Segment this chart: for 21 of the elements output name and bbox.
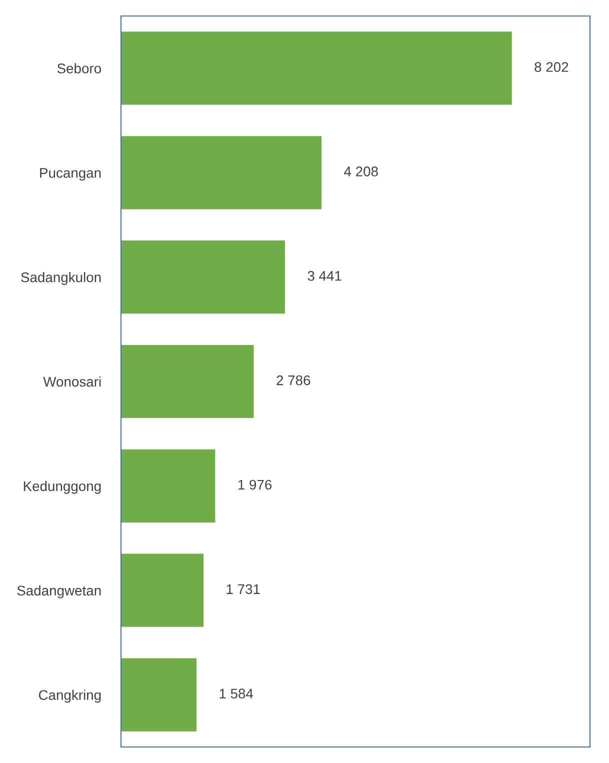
y-tick-label: Kedunggong bbox=[24, 480, 101, 494]
y-tick-label: Sadangkulon bbox=[21, 272, 101, 285]
bar bbox=[121, 449, 216, 522]
y-tick-label: Pucangan bbox=[40, 168, 101, 181]
data-label: 1 976 bbox=[238, 480, 272, 490]
y-tick-label: Seboro bbox=[57, 63, 101, 74]
y-tick-label: Sadangwetan bbox=[17, 585, 101, 598]
bar bbox=[121, 136, 322, 210]
bar bbox=[121, 32, 512, 105]
data-label: 1 584 bbox=[220, 688, 254, 699]
y-tick-label: Cangkring bbox=[38, 690, 101, 703]
y-tick-label: Wonosari bbox=[43, 376, 101, 387]
data-label: 8 202 bbox=[534, 62, 568, 72]
bar bbox=[121, 554, 204, 627]
data-label: 4 208 bbox=[344, 166, 378, 176]
bar bbox=[121, 344, 254, 418]
bar bbox=[121, 240, 285, 314]
data-label: 1 731 bbox=[226, 584, 260, 594]
data-label: 2 786 bbox=[276, 375, 310, 386]
bar bbox=[121, 658, 196, 732]
data-label: 3 441 bbox=[308, 270, 342, 281]
